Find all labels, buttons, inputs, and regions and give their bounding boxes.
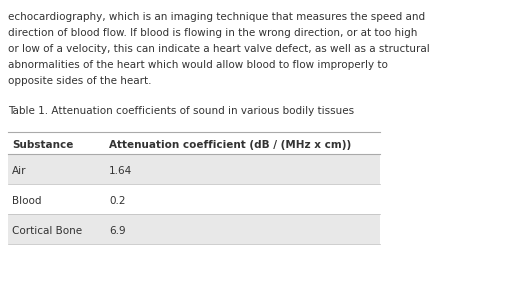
Text: Attenuation coefficient (dB / (MHz x cm)): Attenuation coefficient (dB / (MHz x cm)… bbox=[109, 140, 351, 150]
Text: Substance: Substance bbox=[12, 140, 73, 150]
Bar bbox=[8, 214, 380, 244]
Text: opposite sides of the heart.: opposite sides of the heart. bbox=[8, 76, 152, 86]
Text: 1.64: 1.64 bbox=[109, 166, 132, 175]
Text: Blood: Blood bbox=[12, 196, 41, 206]
Text: abnormalities of the heart which would allow blood to flow improperly to: abnormalities of the heart which would a… bbox=[8, 60, 388, 70]
Text: direction of blood flow. If blood is flowing in the wrong direction, or at too h: direction of blood flow. If blood is flo… bbox=[8, 28, 417, 38]
Text: echocardiography, which is an imaging technique that measures the speed and: echocardiography, which is an imaging te… bbox=[8, 12, 425, 22]
Text: 6.9: 6.9 bbox=[109, 226, 125, 236]
Text: 0.2: 0.2 bbox=[109, 196, 125, 206]
Text: Cortical Bone: Cortical Bone bbox=[12, 226, 82, 236]
Bar bbox=[8, 154, 380, 184]
Text: or low of a velocity, this can indicate a heart valve defect, as well as a struc: or low of a velocity, this can indicate … bbox=[8, 43, 430, 54]
Text: Air: Air bbox=[12, 166, 27, 175]
Bar bbox=[8, 184, 380, 214]
Text: Table 1. Attenuation coefficients of sound in various bodily tissues: Table 1. Attenuation coefficients of sou… bbox=[8, 106, 354, 115]
